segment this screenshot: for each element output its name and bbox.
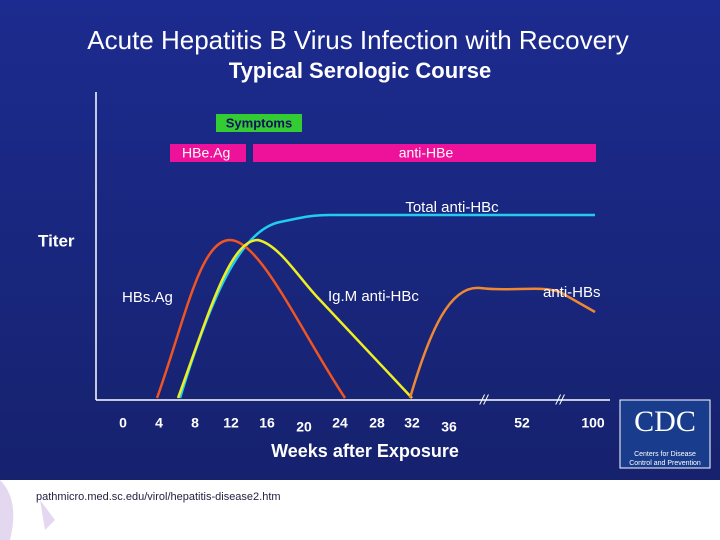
axis-break: //: [555, 392, 566, 408]
logo-name: CDC: [634, 405, 696, 438]
logo-line: Control and Prevention: [629, 460, 701, 467]
curve-label: Total anti-HBc: [405, 199, 499, 216]
anti-hbe-bar: [253, 144, 596, 162]
hbsag-curve: [155, 238, 347, 399]
axis-break: //: [479, 392, 490, 408]
hbeag-label: HBe.Ag: [182, 145, 230, 161]
x-tick-label: 4: [155, 415, 163, 431]
x-tick-label: 36: [441, 419, 457, 435]
x-tick-label: 20: [296, 419, 312, 435]
symptoms-bar: [216, 114, 302, 132]
logo-line: Centers for Disease: [634, 451, 696, 458]
symptoms-label: Symptoms: [226, 115, 292, 130]
anti-hbe-label: anti-HBe: [399, 145, 454, 161]
curve-label: anti-HBs: [543, 284, 601, 301]
decoration: [0, 480, 55, 540]
subtitle: Typical Serologic Course: [229, 58, 491, 83]
title: Acute Hepatitis B Virus Infection with R…: [87, 25, 628, 55]
anti-hbs-curve: [408, 286, 596, 399]
x-tick-label: 52: [514, 415, 530, 431]
curve-label: Ig.M anti-HBc: [328, 288, 419, 305]
source-url: pathmicro.med.sc.edu/virol/hepatitis-dis…: [36, 491, 281, 503]
x-tick-label: 24: [332, 415, 348, 431]
x-axis-label: Weeks after Exposure: [271, 441, 459, 461]
y-axis-label: Titer: [38, 231, 75, 250]
x-tick-label: 16: [259, 415, 275, 431]
x-tick-label: 12: [223, 415, 239, 431]
cdc-logo: [619, 399, 711, 469]
x-tick-label: 28: [369, 415, 385, 431]
hbeag-bar: [170, 144, 246, 162]
x-tick-labels: 0 4 8 12 16 20 24 28 32 36 52 100: [119, 415, 605, 435]
igm-anti-hbc-curve: [176, 238, 413, 399]
x-tick-label: 32: [404, 415, 420, 431]
curve-label: HBs.Ag: [122, 289, 173, 306]
x-tick-label: 100: [581, 415, 605, 431]
x-tick-label: 0: [119, 415, 127, 431]
x-tick-label: 8: [191, 415, 199, 431]
